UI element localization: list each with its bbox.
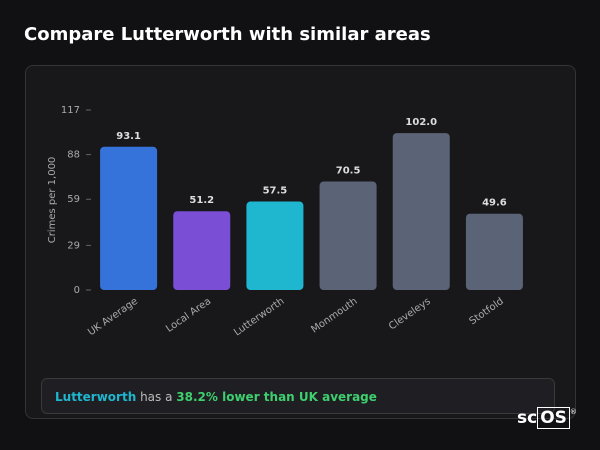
chart-title: Compare Lutterworth with similar areas bbox=[24, 24, 431, 45]
y-axis-label: Crimes per 1,000 bbox=[47, 157, 58, 244]
logo: sc OS ® bbox=[517, 407, 577, 429]
bar bbox=[319, 181, 377, 290]
logo-boxed: OS bbox=[537, 407, 570, 429]
bar bbox=[100, 146, 158, 290]
bar bbox=[392, 133, 450, 290]
logo-mark: ® bbox=[569, 408, 577, 416]
value-label: 51.2 bbox=[189, 195, 214, 206]
value-label: 49.6 bbox=[482, 198, 507, 209]
y-tick-label: 0 bbox=[74, 285, 80, 296]
x-tick-label: Lutterworth bbox=[232, 296, 286, 339]
x-tick-label: UK Average bbox=[86, 296, 140, 338]
x-tick-label: Cleveleys bbox=[387, 296, 433, 333]
bar bbox=[246, 201, 304, 290]
logo-prefix: sc bbox=[517, 408, 538, 428]
bar bbox=[465, 213, 523, 290]
value-label: 57.5 bbox=[263, 186, 288, 197]
x-tick-label: Local Area bbox=[164, 296, 213, 335]
summary-box: Lutterworth has a 38.2% lower than UK av… bbox=[41, 378, 555, 414]
x-tick-label: Stotfold bbox=[468, 296, 506, 327]
x-tick-label: Monmouth bbox=[309, 296, 359, 336]
summary-comparison: 38.2% lower than UK average bbox=[176, 390, 377, 404]
y-tick-label: 59 bbox=[67, 194, 80, 205]
value-label: 93.1 bbox=[116, 131, 141, 142]
value-label: 102.0 bbox=[405, 117, 437, 128]
bar bbox=[173, 211, 231, 290]
y-tick-label: 88 bbox=[67, 150, 80, 161]
summary-area: Lutterworth bbox=[55, 390, 137, 404]
value-label: 70.5 bbox=[336, 166, 361, 177]
summary-text: has a bbox=[140, 390, 173, 404]
y-tick-label: 117 bbox=[61, 105, 80, 116]
y-tick-label: 29 bbox=[67, 240, 80, 251]
